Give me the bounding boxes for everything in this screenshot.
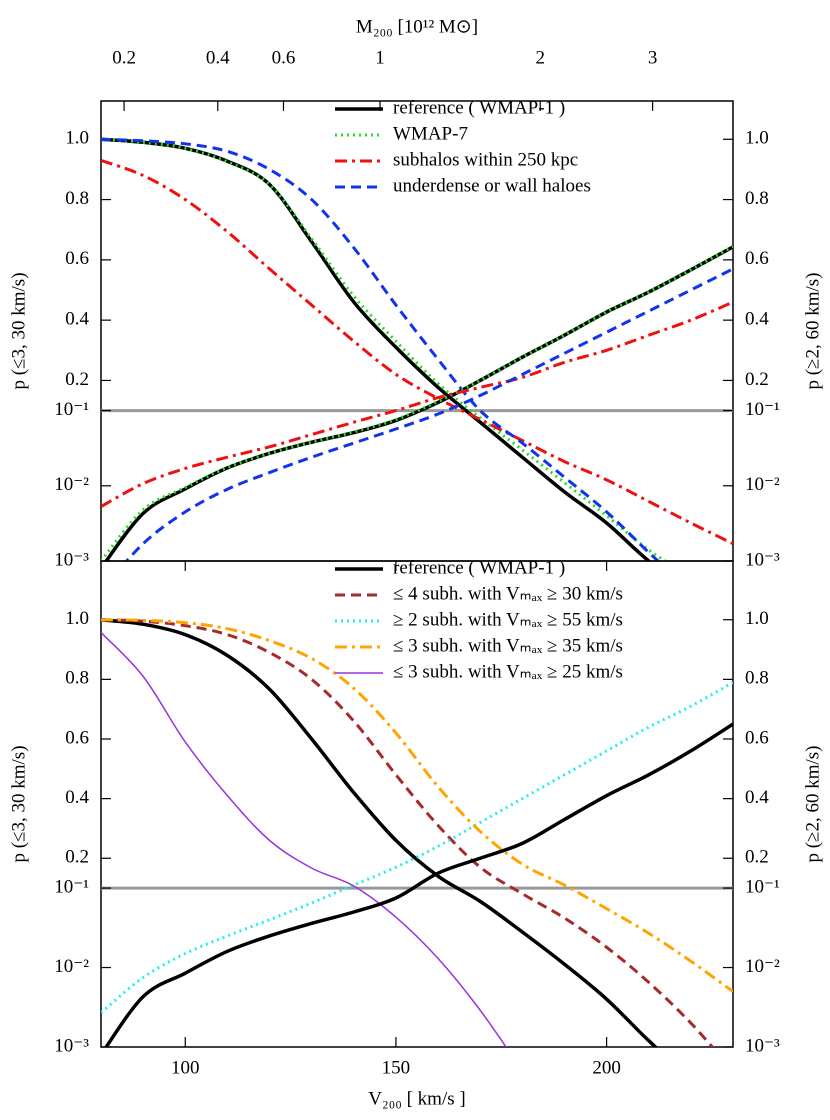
plot-area [101, 137, 733, 561]
x-tick-label: 150 [382, 1057, 411, 1078]
y2-tick-label: 0.2 [745, 847, 769, 868]
x2-tick-label: 3 [648, 47, 658, 68]
series-line [124, 267, 733, 561]
series-line [101, 681, 733, 1014]
y2-tick-label: 10⁻¹ [745, 876, 780, 897]
series-line [101, 300, 733, 508]
series-line [101, 632, 507, 1047]
y-tick-label: 10⁻² [54, 474, 89, 495]
y2-axis-label: p (≥2, 60 km/s) [802, 745, 823, 862]
y2-tick-label: 10⁻³ [745, 1035, 780, 1056]
y2-tick-label: 0.8 [745, 188, 769, 209]
series-line [101, 244, 733, 561]
legend-label: reference ( WMAP-1 ) [393, 97, 565, 118]
y-tick-label: 1.0 [65, 608, 89, 629]
x2-tick-label: 1 [375, 47, 385, 68]
x2-tick-label: 0.6 [272, 47, 296, 68]
y2-tick-label: 10⁻² [745, 956, 780, 977]
series-line [101, 617, 659, 1047]
y-axis-label: p (≤3, 30 km/s) [8, 745, 29, 862]
y-tick-label: 10⁻¹ [54, 876, 89, 897]
y2-tick-label: 1.0 [745, 128, 769, 149]
x-tick-label: 100 [171, 1057, 200, 1078]
series-line [101, 137, 669, 561]
x2-tick-label: 2 [535, 47, 545, 68]
legend-label: subhalos within 250 kpc [393, 149, 578, 170]
legend-label: ≤ 3 subh. with Vₘₐₓ ≥ 35 km/s [393, 635, 623, 656]
legend-label: reference ( WMAP-1 ) [393, 557, 565, 578]
y2-tick-label: 0.6 [745, 248, 769, 269]
x-tick-label: 200 [592, 1057, 621, 1078]
y-axis-label: p (≤3, 30 km/s) [8, 272, 29, 389]
y2-tick-label: 1.0 [745, 608, 769, 629]
series-line [104, 245, 733, 561]
y-tick-label: 0.6 [65, 727, 89, 748]
y-tick-label: 0.8 [65, 668, 89, 689]
y2-axis-label: p (≥2, 60 km/s) [802, 272, 823, 389]
plot-area [101, 617, 733, 1047]
y-tick-label: 0.8 [65, 188, 89, 209]
y2-tick-label: 0.8 [745, 668, 769, 689]
y-tick-label: 10⁻² [54, 956, 89, 977]
series-line [101, 618, 733, 993]
series-line [104, 722, 733, 1047]
x2-tick-label: 0.4 [206, 47, 230, 68]
y2-tick-label: 0.4 [745, 309, 769, 330]
y-tick-label: 10⁻³ [54, 1035, 89, 1056]
y-tick-label: 0.2 [65, 369, 89, 390]
legend-label: ≥ 2 subh. with Vₘₐₓ ≥ 55 km/s [393, 609, 623, 630]
legend-label: ≤ 3 subh. with Vₘₐₓ ≥ 25 km/s [393, 661, 623, 682]
y-tick-label: 10⁻³ [54, 549, 89, 570]
y2-tick-label: 10⁻² [745, 474, 780, 495]
x-axis-label: V₂₀₀ [ km/s ] [368, 1088, 465, 1109]
x2-axis-label: M₂₀₀ [10¹² M⊙] [356, 16, 478, 37]
y2-tick-label: 0.2 [745, 369, 769, 390]
series-line [101, 137, 652, 561]
y2-tick-label: 10⁻¹ [745, 399, 780, 420]
legend-label: WMAP-7 [393, 123, 468, 144]
y2-tick-label: 0.6 [745, 727, 769, 748]
plot-frame [100, 560, 734, 1048]
x2-tick-label: 0.2 [112, 47, 136, 68]
legend-label: underdense or wall haloes [393, 175, 591, 196]
series-line [101, 137, 661, 561]
y-tick-label: 1.0 [65, 128, 89, 149]
y-tick-label: 10⁻¹ [54, 399, 89, 420]
series-line [101, 158, 733, 546]
y-tick-label: 0.2 [65, 847, 89, 868]
legend-label: ≤ 4 subh. with Vₘₐₓ ≥ 30 km/s [393, 583, 623, 604]
y-tick-label: 0.4 [65, 787, 89, 808]
y2-tick-label: 10⁻³ [745, 549, 780, 570]
y-tick-label: 0.4 [65, 309, 89, 330]
y-tick-label: 0.6 [65, 248, 89, 269]
y2-tick-label: 0.4 [745, 787, 769, 808]
series-line [101, 618, 715, 1047]
